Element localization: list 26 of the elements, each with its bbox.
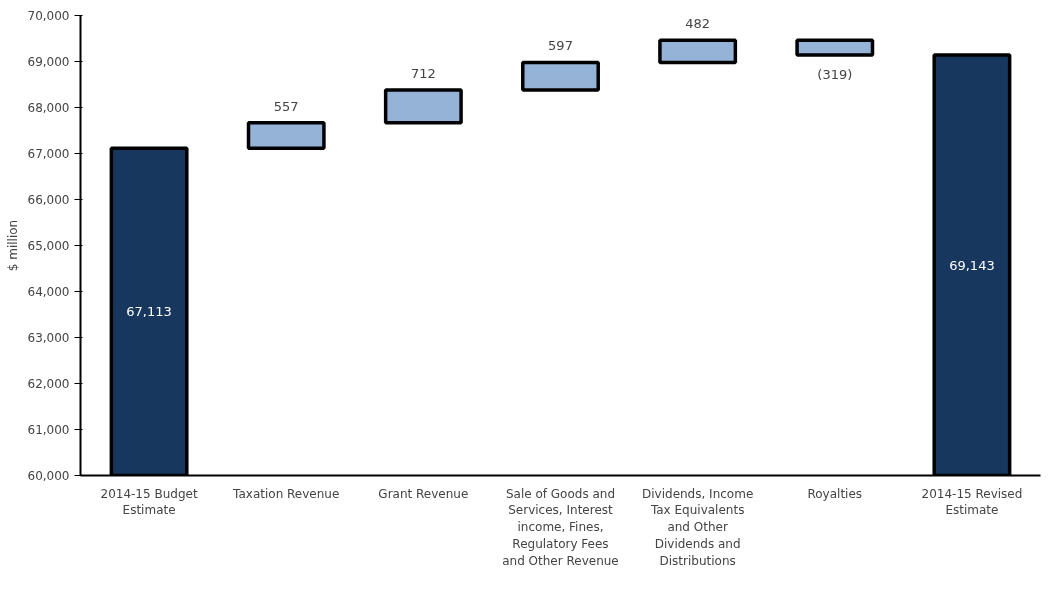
y-tick-label: 60,000 [27,469,70,483]
y-tick-label: 66,000 [27,193,70,207]
y-tick-label: 65,000 [27,239,70,253]
x-tick-label: Royalties [807,486,863,501]
data-label: 67,113 [126,304,172,320]
y-tick-label: 69,000 [27,55,70,69]
y-tick-label: 62,000 [27,377,70,391]
y-tick-label: 64,000 [27,285,70,299]
x-tick-label: 2014-15 Budget Estimate [100,486,198,518]
data-label: 557 [273,98,299,114]
y-tick-label: 63,000 [27,331,70,345]
y-tick-label: 68,000 [27,101,70,115]
x-tick-label: Dividends, Income Tax Equivalents and Other Dividends and Distributions [642,486,754,568]
y-tick-label: 67,000 [27,147,70,161]
data-label: (319) [817,66,853,82]
data-label: 69,143 [949,257,995,273]
x-tick-label: 2014-15 Revised Estimate [921,486,1023,518]
x-tick-label: Grant Revenue [378,486,469,501]
y-tick-label: 70,000 [27,9,70,23]
data-label: 597 [548,38,573,54]
x-tick-label: Sale of Goods and Services, Interest income, Fines, Regulatory Fees and Other Revenue [502,486,619,568]
y-axis-title: $ million [5,219,20,272]
data-label: 482 [685,16,711,32]
x-tick-label: Taxation Revenue [232,486,340,501]
data-label: 712 [410,65,436,81]
y-tick-label: 61,000 [27,423,70,437]
